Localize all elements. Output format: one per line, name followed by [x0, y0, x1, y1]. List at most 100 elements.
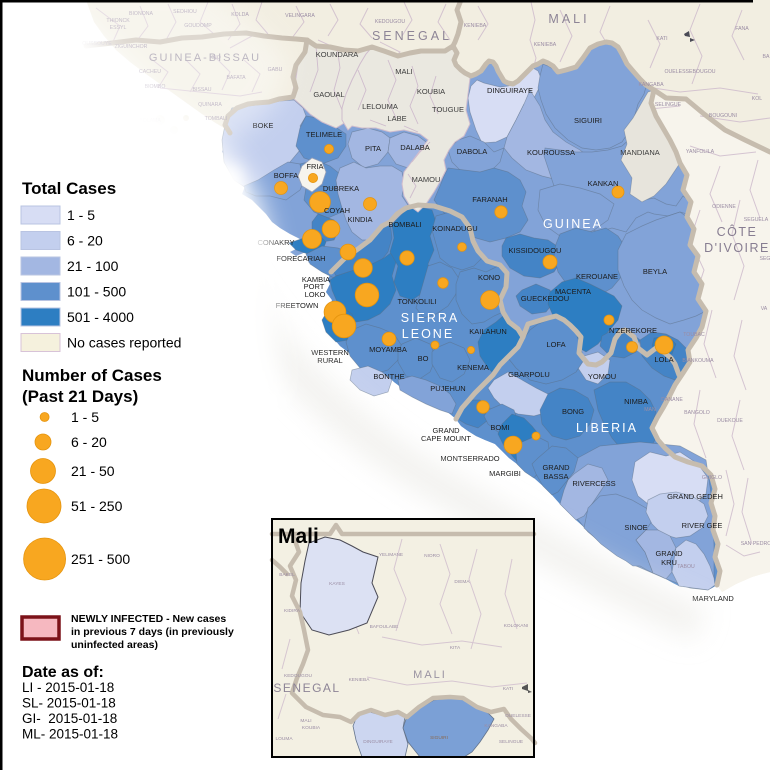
svg-text:SL- 2015-01-18: SL- 2015-01-18: [22, 696, 116, 711]
svg-text:LOKO: LOKO: [305, 290, 326, 299]
svg-text:KOUNDARA: KOUNDARA: [316, 50, 359, 59]
svg-text:YANFOLILA: YANFOLILA: [686, 149, 715, 155]
svg-text:BONG: BONG: [562, 407, 584, 416]
svg-text:MALI: MALI: [300, 718, 311, 724]
svg-text:LEONE: LEONE: [402, 327, 454, 341]
svg-text:FANA: FANA: [735, 26, 749, 32]
svg-text:TELIMELE: TELIMELE: [306, 130, 342, 139]
svg-text:GRAND GEDEH: GRAND GEDEH: [667, 492, 723, 501]
svg-text:6 - 20: 6 - 20: [71, 434, 107, 450]
svg-text:DANANE: DANANE: [661, 397, 683, 403]
svg-text:NIORO: NIORO: [424, 553, 440, 559]
svg-text:BO: BO: [418, 354, 429, 363]
svg-text:BASSA: BASSA: [543, 472, 568, 481]
svg-text:Number of Cases: Number of Cases: [22, 366, 162, 385]
svg-text:PUJEHUN: PUJEHUN: [430, 384, 465, 393]
svg-text:KOUBIA: KOUBIA: [417, 87, 445, 96]
svg-text:LIBERIA: LIBERIA: [576, 421, 638, 435]
svg-text:KEDOUGOU: KEDOUGOU: [284, 673, 313, 679]
svg-text:MANDIANA: MANDIANA: [620, 148, 660, 157]
svg-text:KONO: KONO: [478, 273, 500, 282]
svg-text:GUIGLO: GUIGLO: [702, 475, 722, 481]
svg-text:SENEGAL: SENEGAL: [372, 29, 452, 43]
svg-text:KANGABA: KANGABA: [638, 82, 664, 88]
svg-text:KISSIDOUGOU: KISSIDOUGOU: [509, 246, 562, 255]
svg-text:No cases reported: No cases reported: [67, 335, 181, 351]
svg-text:NEWLY INFECTED - New cases: NEWLY INFECTED - New cases: [71, 613, 226, 625]
svg-text:501 - 4000: 501 - 4000: [67, 309, 134, 325]
svg-text:PITA: PITA: [365, 144, 381, 153]
svg-text:PORT: PORT: [304, 282, 325, 291]
svg-text:51 - 250: 51 - 250: [71, 498, 123, 514]
svg-text:CAPE MOUNT: CAPE MOUNT: [421, 434, 471, 443]
svg-text:LABE: LABE: [387, 114, 406, 123]
svg-text:TONKOLILI: TONKOLILI: [397, 297, 436, 306]
svg-text:CONAKRY: CONAKRY: [258, 238, 295, 247]
svg-text:RURAL: RURAL: [317, 356, 342, 365]
svg-text:KIDIRA: KIDIRA: [284, 608, 301, 614]
svg-text:21 - 50: 21 - 50: [71, 463, 115, 479]
svg-text:BEYLA: BEYLA: [643, 267, 667, 276]
svg-text:YELIMANE: YELIMANE: [379, 552, 403, 558]
svg-text:D'IVOIRE: D'IVOIRE: [704, 241, 770, 255]
svg-text:FRIA: FRIA: [306, 162, 323, 171]
svg-text:MACENTA: MACENTA: [555, 287, 591, 296]
svg-text:KENIEBA: KENIEBA: [534, 42, 557, 48]
svg-text:GRAND: GRAND: [655, 549, 683, 558]
svg-text:SELINGUE: SELINGUE: [655, 102, 682, 108]
svg-text:DALABA: DALABA: [400, 143, 430, 152]
svg-text:BIANKOUMA: BIANKOUMA: [682, 358, 714, 364]
svg-text:SEG: SEG: [760, 256, 770, 262]
svg-text:1 - 5: 1 - 5: [67, 207, 95, 223]
svg-text:1 - 5: 1 - 5: [71, 409, 99, 425]
svg-text:KENIEBA: KENIEBA: [464, 23, 487, 29]
svg-text:LOFA: LOFA: [546, 340, 565, 349]
svg-text:MALI: MALI: [395, 67, 413, 76]
svg-text:RIVERCESS: RIVERCESS: [572, 479, 615, 488]
svg-text:DINGUIRAYE: DINGUIRAYE: [487, 86, 533, 95]
svg-text:LOUMA: LOUMA: [275, 736, 293, 742]
svg-text:KOLOKANI: KOLOKANI: [504, 623, 529, 629]
svg-text:DUBREKA: DUBREKA: [323, 184, 359, 193]
svg-text:OUELESSEBOUGOU: OUELESSEBOUGOU: [664, 69, 715, 75]
svg-text:GI- 2015-01-18: GI- 2015-01-18: [22, 711, 117, 726]
svg-text:FORECARIAH: FORECARIAH: [276, 254, 325, 263]
svg-text:in previous 7 days (in previou: in previous 7 days (in previously: [71, 626, 234, 638]
svg-text:GRAND: GRAND: [542, 463, 570, 472]
svg-text:NIMBA: NIMBA: [624, 397, 648, 406]
svg-text:MALI: MALI: [413, 669, 447, 681]
svg-text:MARYLAND: MARYLAND: [692, 594, 734, 603]
svg-text:MOYAMBA: MOYAMBA: [369, 345, 407, 354]
svg-text:WESTERN: WESTERN: [311, 348, 349, 357]
svg-text:KANKAN: KANKAN: [588, 179, 619, 188]
svg-text:Total Cases: Total Cases: [22, 179, 116, 198]
svg-text:BAKEL: BAKEL: [279, 572, 295, 578]
svg-text:251 - 500: 251 - 500: [71, 551, 130, 567]
svg-text:FARANAH: FARANAH: [472, 195, 507, 204]
svg-text:KATI: KATI: [503, 686, 513, 692]
svg-text:KATI: KATI: [656, 36, 667, 42]
svg-text:Date as of:: Date as of:: [22, 664, 104, 681]
svg-text:MARGIBI: MARGIBI: [489, 469, 521, 478]
svg-text:MONTSERRADO: MONTSERRADO: [440, 454, 499, 463]
svg-text:OUELESSE: OUELESSE: [505, 713, 531, 719]
svg-text:TOUBAC: TOUBAC: [683, 332, 705, 338]
svg-text:SAN PEDRO: SAN PEDRO: [741, 541, 770, 547]
svg-text:BANGOLO: BANGOLO: [684, 410, 710, 416]
svg-text:VA: VA: [761, 306, 768, 312]
svg-text:KAYES: KAYES: [329, 581, 345, 587]
svg-text:KOINADUGU: KOINADUGU: [432, 224, 477, 233]
svg-text:uninfected areas): uninfected areas): [71, 639, 158, 651]
svg-text:BAFOULABE: BAFOULABE: [370, 624, 399, 630]
svg-text:SINOE: SINOE: [624, 523, 647, 532]
svg-text:VELINGARA: VELINGARA: [285, 13, 315, 19]
svg-text:(Past 21 Days): (Past 21 Days): [22, 387, 138, 406]
svg-text:101 - 500: 101 - 500: [67, 284, 126, 300]
svg-text:YOMOU: YOMOU: [588, 372, 616, 381]
svg-text:DINGUIRAYE: DINGUIRAYE: [363, 739, 393, 745]
svg-text:Mali: Mali: [278, 525, 319, 548]
svg-text:LOLA: LOLA: [654, 355, 673, 364]
svg-text:SEGUELA: SEGUELA: [744, 217, 769, 223]
svg-text:DABOLA: DABOLA: [457, 147, 487, 156]
svg-text:RIVER GEE: RIVER GEE: [682, 521, 723, 530]
